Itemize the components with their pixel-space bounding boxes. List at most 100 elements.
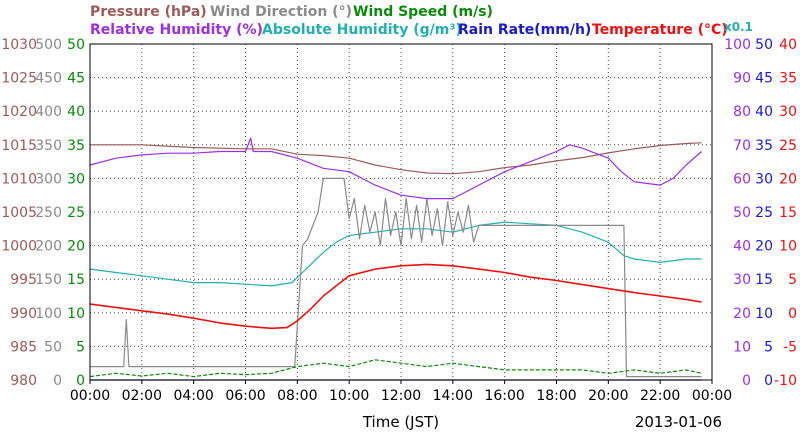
y-tick-label-pressure: 1020	[1, 104, 37, 120]
header-wind-speed: Wind Speed (m/s)	[353, 4, 493, 20]
x-tick-label: 10:00	[329, 388, 369, 404]
y-tick-label-wind-speed: 40	[67, 104, 85, 120]
y-tick-label-wind-direction: 0	[53, 373, 62, 389]
y-tick-label-rain-rate: 15	[755, 272, 773, 288]
y-tick-label-pressure: 1010	[1, 171, 37, 187]
y-tick-label-temperature: 10	[779, 239, 797, 255]
y-tick-label-temperature: 25	[779, 138, 797, 154]
y-tick-label-wind-speed: 0	[76, 373, 85, 389]
axis-tick-labels: 1030102510201015101010051000995990985980…	[1, 37, 797, 389]
header-rain-rate: Rain Rate(mm/h)	[458, 22, 591, 38]
y-tick-label-rain-rate: 25	[755, 205, 773, 221]
y-tick-label-relative-humidity: 50	[733, 205, 751, 221]
date-label: 2013-01-06	[635, 413, 722, 431]
y-tick-label-relative-humidity: 60	[733, 171, 751, 187]
series-line-wind-direction	[90, 177, 702, 378]
header-row-2: Relative Humidity (%) Absolute Humidity …	[90, 20, 753, 38]
y-tick-label-relative-humidity: 100	[724, 37, 751, 53]
y-tick-label-relative-humidity: 20	[733, 306, 751, 322]
y-tick-label-rain-rate: 0	[764, 373, 773, 389]
y-tick-label-temperature: 35	[779, 71, 797, 87]
y-tick-label-temperature: 0	[788, 306, 797, 322]
y-tick-label-rain-rate: 45	[755, 71, 773, 87]
y-tick-label-temperature: 40	[779, 37, 797, 53]
y-tick-label-wind-speed: 25	[67, 205, 85, 221]
series-line-wind-speed	[89, 359, 702, 378]
x-tick-label: 04:00	[173, 388, 213, 404]
y-tick-label-rain-rate: 5	[764, 339, 773, 355]
y-tick-label-rain-rate: 40	[755, 104, 773, 120]
y-tick-label-wind-speed: 35	[67, 138, 85, 154]
y-tick-label-wind-direction: 300	[35, 171, 62, 187]
y-tick-label-pressure: 985	[10, 339, 37, 355]
y-tick-label-wind-direction: 450	[35, 71, 62, 87]
y-tick-label-rain-rate: 50	[755, 37, 773, 53]
y-tick-label-wind-speed: 5	[76, 339, 85, 355]
y-tick-label-relative-humidity: 70	[733, 138, 751, 154]
y-tick-label-temperature: -5	[783, 339, 797, 355]
y-tick-label-temperature: 5	[788, 272, 797, 288]
header-row-1: Pressure (hPa) Wind Direction (°) Wind S…	[90, 4, 493, 20]
y-tick-label-wind-direction: 150	[35, 272, 62, 288]
series-layer	[89, 137, 702, 381]
x-tick-label: 00:00	[70, 388, 110, 404]
y-tick-label-wind-speed: 50	[67, 37, 85, 53]
series-line-relative-humidity	[89, 137, 702, 200]
y-tick-label-pressure: 995	[10, 272, 37, 288]
header-wind-direction: Wind Direction (°)	[210, 4, 352, 20]
y-tick-label-temperature: 20	[779, 171, 797, 187]
y-tick-label-pressure: 990	[10, 306, 37, 322]
y-tick-label-wind-direction: 100	[35, 306, 62, 322]
x-tick-label: 20:00	[588, 388, 628, 404]
x-tick-labels: 00:00 02:00 04:00 06:00 08:00 10:00 12:00 14:00…	[70, 380, 732, 404]
x-tick-label: 14:00	[433, 388, 473, 404]
x-tick-label: 16:00	[484, 388, 524, 404]
y-tick-label-relative-humidity: 90	[733, 71, 751, 87]
y-tick-label-wind-direction: 500	[35, 37, 62, 53]
y-tick-label-relative-humidity: 40	[733, 239, 751, 255]
x-tick-label: 12:00	[381, 388, 421, 404]
y-tick-label-relative-humidity: 10	[733, 339, 751, 355]
x-axis-label: Time (JST)	[362, 413, 439, 431]
y-tick-label-pressure: 1030	[1, 37, 37, 53]
y-tick-label-pressure: 980	[10, 373, 37, 389]
scale-note: x0.1	[724, 20, 753, 34]
y-tick-label-rain-rate: 30	[755, 171, 773, 187]
y-tick-label-wind-speed: 10	[67, 306, 85, 322]
header-absolute-humidity: Absolute Humidity (g/m³)	[262, 22, 462, 38]
y-tick-label-wind-direction: 350	[35, 138, 62, 154]
y-tick-label-rain-rate: 10	[755, 306, 773, 322]
y-tick-label-wind-direction: 200	[35, 239, 62, 255]
header-relative-humidity: Relative Humidity (%)	[90, 22, 263, 38]
y-tick-label-temperature: 30	[779, 104, 797, 120]
y-tick-label-wind-direction: 250	[35, 205, 62, 221]
y-tick-label-temperature: 15	[779, 205, 797, 221]
series-line-pressure	[90, 142, 702, 175]
y-tick-label-wind-speed: 20	[67, 239, 85, 255]
grid	[90, 44, 712, 380]
x-tick-label: 22:00	[640, 388, 680, 404]
y-tick-label-pressure: 1015	[1, 138, 37, 154]
y-tick-label-wind-speed: 15	[67, 272, 85, 288]
y-tick-label-relative-humidity: 0	[742, 373, 751, 389]
y-tick-label-wind-direction: 400	[35, 104, 62, 120]
y-tick-label-relative-humidity: 30	[733, 272, 751, 288]
y-tick-label-rain-rate: 35	[755, 138, 773, 154]
x-tick-label: 06:00	[225, 388, 265, 404]
y-tick-label-temperature: -10	[774, 373, 797, 389]
y-tick-label-pressure: 1005	[1, 205, 37, 221]
y-tick-label-wind-speed: 30	[67, 171, 85, 187]
y-tick-label-wind-speed: 45	[67, 71, 85, 87]
header-pressure: Pressure (hPa)	[90, 4, 207, 20]
x-tick-label: 18:00	[536, 388, 576, 404]
x-tick-label: 08:00	[277, 388, 317, 404]
y-tick-label-wind-direction: 50	[44, 339, 62, 355]
y-tick-label-relative-humidity: 80	[733, 104, 751, 120]
series-line-absolute-humidity	[89, 221, 702, 287]
y-tick-label-pressure: 1000	[1, 239, 37, 255]
y-tick-label-rain-rate: 20	[755, 239, 773, 255]
x-tick-label: 02:00	[122, 388, 162, 404]
header-temperature: Temperature (°C)	[592, 22, 728, 38]
y-tick-label-pressure: 1025	[1, 71, 37, 87]
x-tick-label: 00:00	[692, 388, 732, 404]
